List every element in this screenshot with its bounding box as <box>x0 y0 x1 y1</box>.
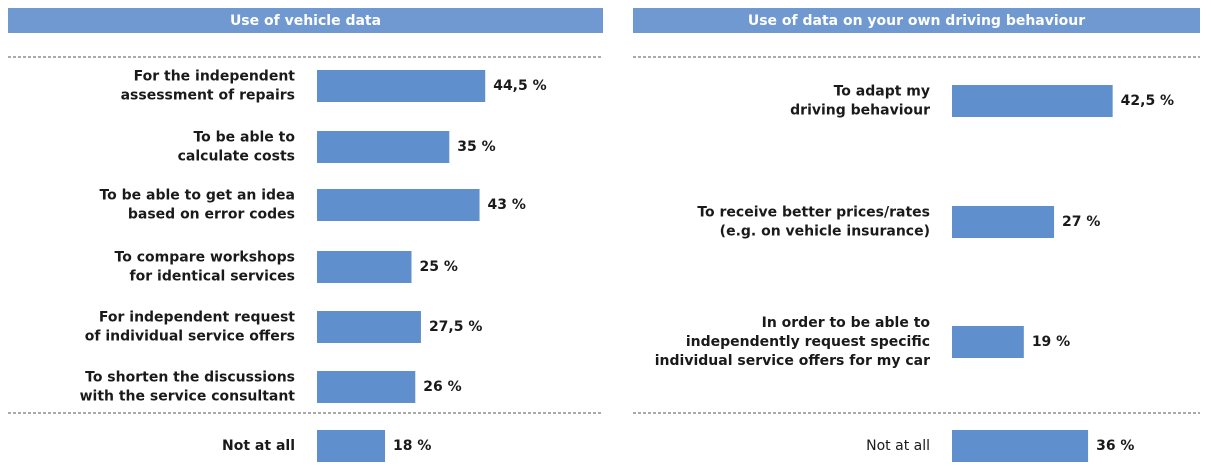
bar <box>317 70 486 102</box>
bar <box>952 85 1113 117</box>
bar <box>952 326 1024 358</box>
category-label-line: To be able to get an idea <box>99 188 295 204</box>
value-label: 25 % <box>420 259 458 275</box>
category-label-line: (e.g. on vehicle insurance) <box>720 224 930 240</box>
category-label-line: For the independent <box>134 69 296 85</box>
category-label-line: To adapt my <box>834 84 930 100</box>
value-label: 44,5 % <box>493 78 546 94</box>
header-bar <box>8 8 603 33</box>
bar <box>317 131 450 163</box>
value-label: 43 % <box>488 197 526 213</box>
category-label-line: calculate costs <box>178 149 295 165</box>
category-label: To compare workshops for identical servic… <box>115 250 295 285</box>
value-label: 18 % <box>393 438 431 454</box>
bar <box>952 206 1055 238</box>
category-label-line: driving behaviour <box>790 103 930 119</box>
category-label-line: To shorten the discussions <box>85 370 295 386</box>
category-label-line: assessment of repairs <box>121 88 295 104</box>
bar <box>317 311 421 343</box>
value-label: 36 % <box>1096 438 1134 454</box>
category-label: To be able to get an idea based on error … <box>99 188 295 223</box>
value-label: 27 % <box>1062 214 1100 230</box>
category-label: Not at all <box>222 438 295 454</box>
category-label-line: individual service offers for my car <box>655 353 930 369</box>
header-bar <box>633 8 1200 33</box>
value-label: 35 % <box>457 139 495 155</box>
category-label-line: For independent request <box>99 310 295 326</box>
category-label: To shorten the discussions with the servi… <box>80 370 296 405</box>
category-label-line: Not at all <box>222 438 295 454</box>
category-label-line: In order to be able to <box>762 315 931 331</box>
bar <box>952 430 1089 462</box>
category-label-line: based on error codes <box>128 207 295 223</box>
category-label-line: Not at all <box>866 438 930 454</box>
category-label: For independent request of individual ser… <box>85 310 296 345</box>
category-label-line: To compare workshops <box>115 250 295 266</box>
category-label-line: independently request specific <box>686 334 930 350</box>
bar <box>317 189 480 221</box>
category-label-line: of individual service offers <box>85 329 295 345</box>
bar <box>317 371 416 403</box>
value-label: 27,5 % <box>429 319 482 335</box>
category-label: To be able to calculate costs <box>178 130 296 165</box>
category-label-line: for identical services <box>130 269 295 285</box>
category-label: In order to be able to independently requ… <box>655 315 931 369</box>
category-label: Not at all <box>866 438 930 454</box>
bar <box>317 251 412 283</box>
category-label-line: with the service consultant <box>80 389 296 405</box>
bar <box>317 430 386 462</box>
category-label-line: To receive better prices/rates <box>697 205 930 221</box>
value-label: 19 % <box>1032 334 1070 350</box>
category-label: To receive better prices/rates (e.g. on v… <box>697 205 930 240</box>
value-label: 26 % <box>423 379 461 395</box>
category-label: To adapt my driving behaviour <box>790 84 930 119</box>
chart-title: Use of data on your own driving behaviou… <box>748 13 1085 29</box>
value-label: 42,5 % <box>1121 93 1174 109</box>
category-label-line: To be able to <box>193 130 295 146</box>
category-label: For the independent assessment of repairs <box>121 69 296 104</box>
chart-title: Use of vehicle data <box>230 13 381 29</box>
